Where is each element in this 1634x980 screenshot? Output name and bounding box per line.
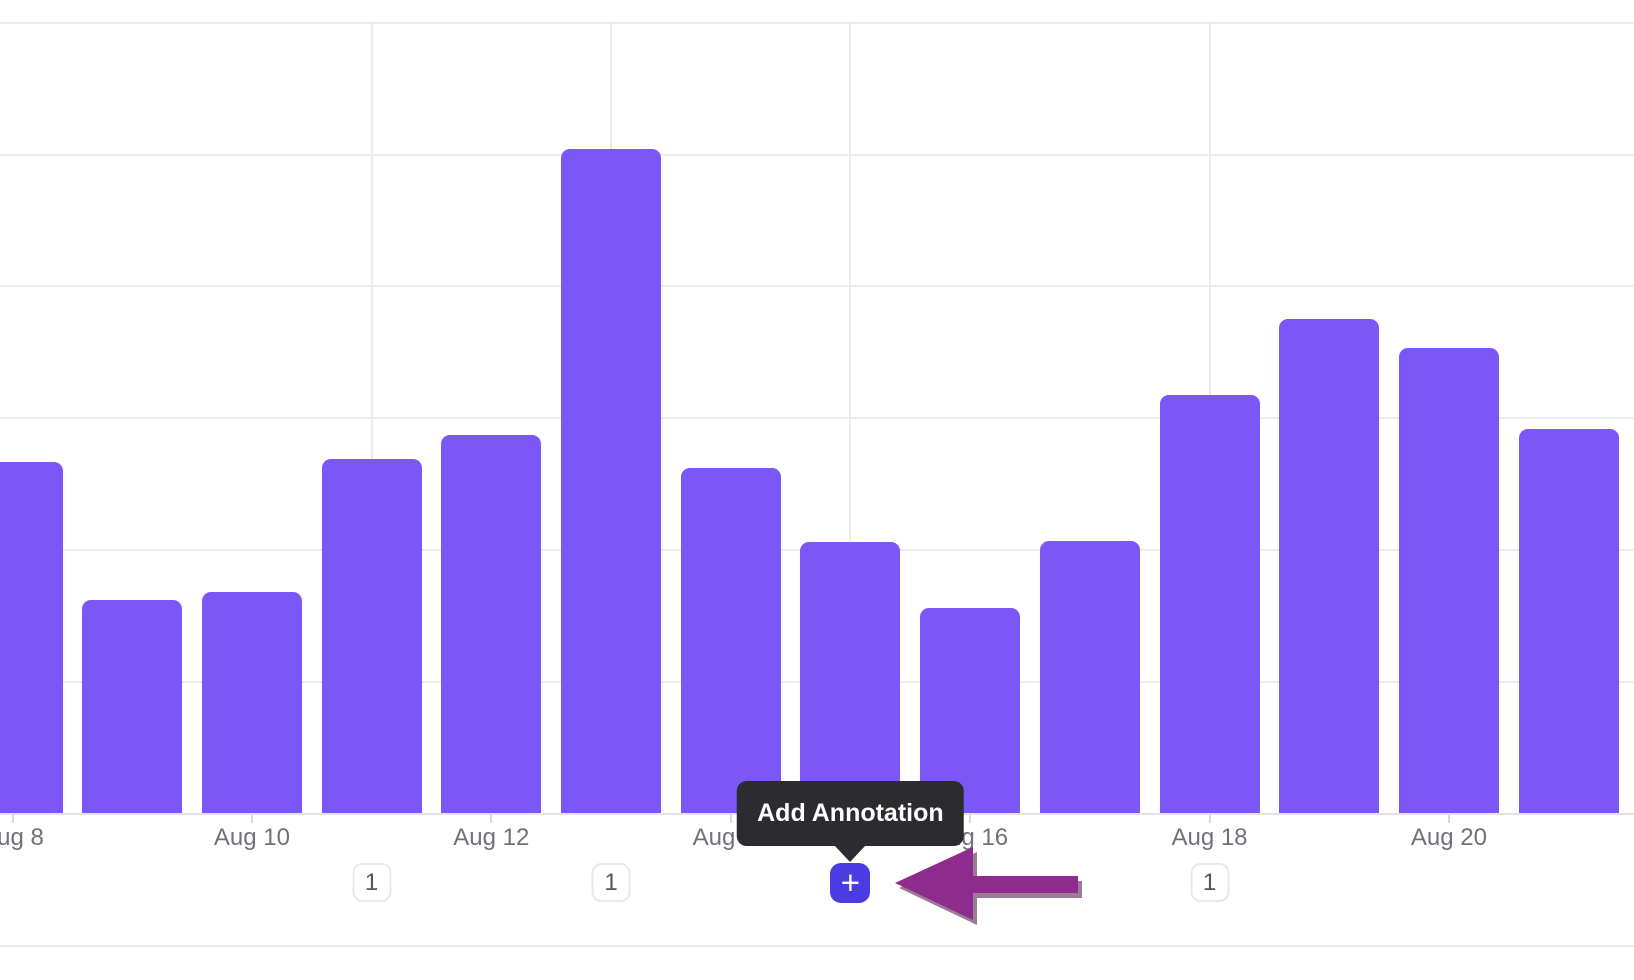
x-axis-label: Aug 8 [0, 824, 44, 851]
x-axis-label: Aug 10 [213, 824, 290, 851]
horizontal-gridline [0, 21, 1634, 24]
bar-aug-9[interactable] [82, 600, 183, 814]
bar-aug-8[interactable] [0, 461, 63, 814]
horizontal-gridline [0, 285, 1634, 288]
bar-aug-12[interactable] [441, 435, 542, 814]
bar-aug-13[interactable] [561, 149, 661, 814]
tooltip-caret [835, 846, 866, 862]
bar-aug-18[interactable] [1159, 394, 1260, 814]
bar-aug-14[interactable] [680, 468, 781, 814]
x-axis-label: Aug 12 [453, 824, 530, 851]
annotation-count-badge-aug-18[interactable]: 1 [1190, 863, 1229, 902]
x-axis-tick [1208, 814, 1211, 823]
bottom-separator [0, 945, 1634, 947]
annotation-count-badge-aug-13[interactable]: 1 [591, 863, 631, 902]
x-axis-tick [1447, 814, 1450, 823]
bar-aug-17[interactable] [1039, 540, 1140, 814]
bar-aug-16[interactable] [920, 608, 1021, 814]
horizontal-gridline [0, 153, 1634, 156]
annotation-count-badge-aug-11[interactable]: 1 [352, 863, 392, 902]
x-axis-label: Aug 18 [1171, 824, 1248, 851]
bar-aug-20[interactable] [1398, 348, 1499, 814]
bar-aug-11[interactable] [321, 459, 422, 814]
bar-aug-21[interactable] [1518, 428, 1619, 814]
x-axis-tick [11, 814, 14, 823]
bar-aug-19[interactable] [1279, 319, 1380, 814]
horizontal-gridline [0, 417, 1634, 420]
x-axis-tick [729, 814, 732, 823]
x-axis-tick [969, 814, 972, 823]
instruction-arrow-shape [895, 847, 1078, 920]
instruction-arrow [895, 847, 1078, 920]
x-axis-label: Aug 20 [1410, 824, 1487, 851]
annotation-marker-line [849, 22, 852, 814]
bar-aug-10[interactable] [201, 592, 302, 814]
add-annotation-tooltip: Add Annotation [737, 781, 964, 846]
x-axis-tick [250, 814, 253, 823]
bar-aug-15[interactable] [800, 542, 901, 814]
annotation-marker-line [370, 22, 373, 814]
x-axis-tick [490, 814, 493, 823]
add-annotation-button[interactable]: + [830, 863, 871, 903]
